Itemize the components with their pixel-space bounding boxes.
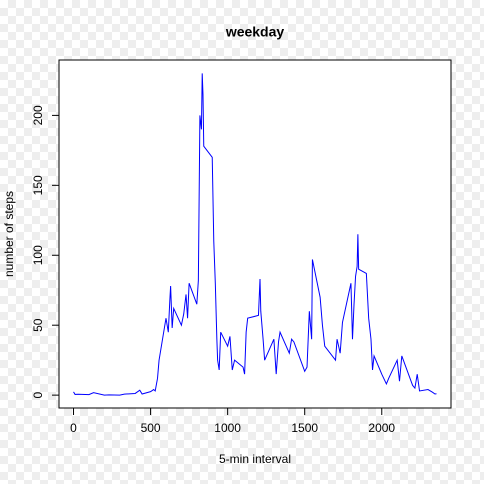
y-axis-label: number of steps xyxy=(2,191,16,277)
x-tick-label: 2000 xyxy=(368,421,395,435)
y-tick-label: 50 xyxy=(31,318,45,332)
y-tick-label: 0 xyxy=(31,391,45,398)
x-tick-label: 1500 xyxy=(291,421,318,435)
chart-title: weekday xyxy=(225,24,285,40)
x-tick-label: 500 xyxy=(141,421,161,435)
x-tick-label: 0 xyxy=(70,421,77,435)
x-tick-label: 1000 xyxy=(214,421,241,435)
y-tick-label: 150 xyxy=(31,175,45,195)
data-line xyxy=(73,73,437,396)
x-axis-label: 5-min interval xyxy=(219,452,291,466)
plot-box xyxy=(58,59,452,409)
y-tick-label: 100 xyxy=(31,245,45,265)
y-tick-label: 200 xyxy=(31,105,45,125)
